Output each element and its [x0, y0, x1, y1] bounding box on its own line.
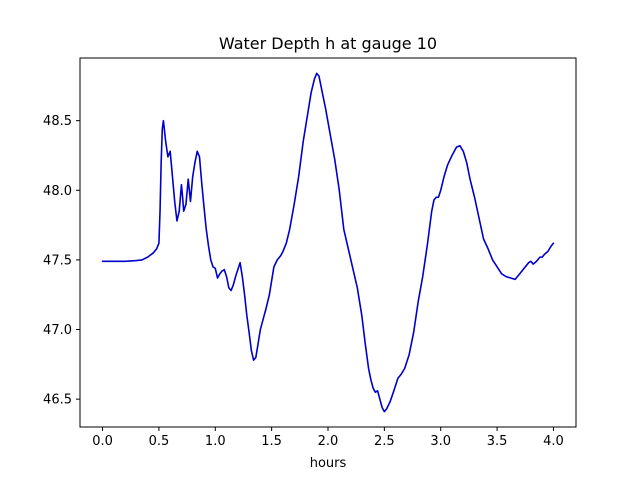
- x-axis-label: hours: [310, 456, 347, 471]
- x-tick-label: 0.0: [92, 434, 113, 449]
- x-tick-label: 3.5: [487, 434, 508, 449]
- series-line-0: [101, 72, 555, 413]
- x-tick-label: 0.5: [149, 434, 170, 449]
- x-tick-label: 2.5: [374, 434, 395, 449]
- y-tick-label: 48.5: [43, 114, 72, 129]
- x-tick-label: 3.0: [430, 434, 451, 449]
- chart-title: Water Depth h at gauge 10: [219, 34, 437, 53]
- x-axis: 0.0 0.5 1.0 1.5 2.0 2.5 3.0 3.5 4.0: [92, 427, 564, 449]
- x-tick-label: 4.0: [543, 434, 564, 449]
- x-tick-label: 2.0: [318, 434, 339, 449]
- x-tick-label: 1.5: [261, 434, 282, 449]
- y-tick-label: 46.5: [43, 393, 72, 408]
- y-tick-label: 48.0: [43, 184, 72, 199]
- x-tick-label: 1.0: [205, 434, 226, 449]
- y-axis: 46.5 47.0 47.5 48.0 48.5: [43, 114, 80, 408]
- plot-frame: [79, 57, 577, 428]
- y-tick-label: 47.0: [43, 323, 72, 338]
- y-tick-label: 47.5: [43, 253, 72, 268]
- plot-area: [101, 72, 555, 413]
